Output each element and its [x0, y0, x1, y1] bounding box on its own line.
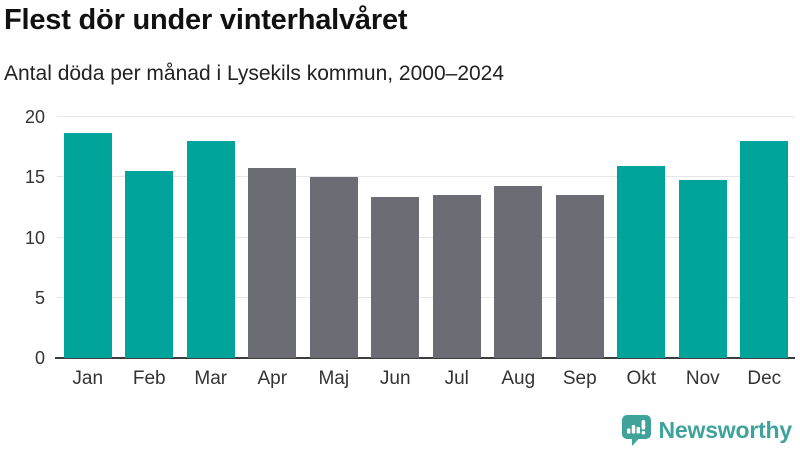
- x-axis-label-apr: Apr: [257, 368, 288, 389]
- y-axis-label-10: 10: [24, 227, 45, 248]
- y-axis-label-20: 20: [24, 107, 45, 127]
- bar-mar: [186, 141, 235, 358]
- bar-apr: [248, 167, 297, 358]
- x-axis-label-nov: Nov: [685, 368, 720, 389]
- x-axis-label-dec: Dec: [747, 368, 782, 389]
- x-axis-label-mar: Mar: [194, 368, 228, 389]
- x-axis-label-sep: Sep: [562, 368, 597, 389]
- y-axis-label-0: 0: [34, 348, 45, 368]
- bar-maj: [309, 177, 358, 358]
- x-axis-label-okt: Okt: [626, 368, 657, 389]
- x-axis-label-feb: Feb: [132, 368, 166, 389]
- gridline-5: [57, 296, 795, 298]
- bar-chart-plot-area: Jan Feb Mar Apr Maj Jun Jul Aug Sep Okt Nov Dec: [55, 116, 795, 389]
- bar-nov: [678, 179, 727, 358]
- gridline-15: [57, 176, 795, 178]
- bar-jul: [432, 195, 481, 358]
- x-axis-label-jun: Jun: [379, 368, 411, 389]
- newsworthy-wordmark: Newsworthy: [658, 417, 793, 443]
- bar-dec: [740, 141, 789, 358]
- x-axis-label-jan: Jan: [72, 368, 104, 389]
- x-axis-label-maj: Maj: [318, 368, 350, 389]
- bar-feb: [125, 171, 174, 358]
- bar-jun: [371, 196, 420, 358]
- y-axis: 0 5 10 15 20: [0, 107, 47, 368]
- gridline-10: [57, 236, 795, 238]
- bar-okt: [617, 166, 666, 358]
- y-axis-label-15: 15: [24, 167, 45, 188]
- bar-sep: [555, 195, 604, 358]
- x-axis-label-aug: Aug: [501, 368, 536, 389]
- newsworthy-logo: Newsworthy: [621, 415, 793, 446]
- x-axis-label-jul: Jul: [444, 368, 469, 389]
- gridline-20: [57, 116, 795, 117]
- page-subtitle: Antal döda per månad i Lysekils kommun, …: [4, 62, 505, 85]
- bar-jan: [63, 132, 112, 358]
- y-axis-label-5: 5: [34, 287, 45, 308]
- bar-aug: [494, 185, 543, 358]
- newsworthy-icon: [621, 415, 651, 446]
- page-title: Flest dör under vinterhalvåret: [4, 4, 408, 36]
- x-axis-line: [55, 357, 795, 359]
